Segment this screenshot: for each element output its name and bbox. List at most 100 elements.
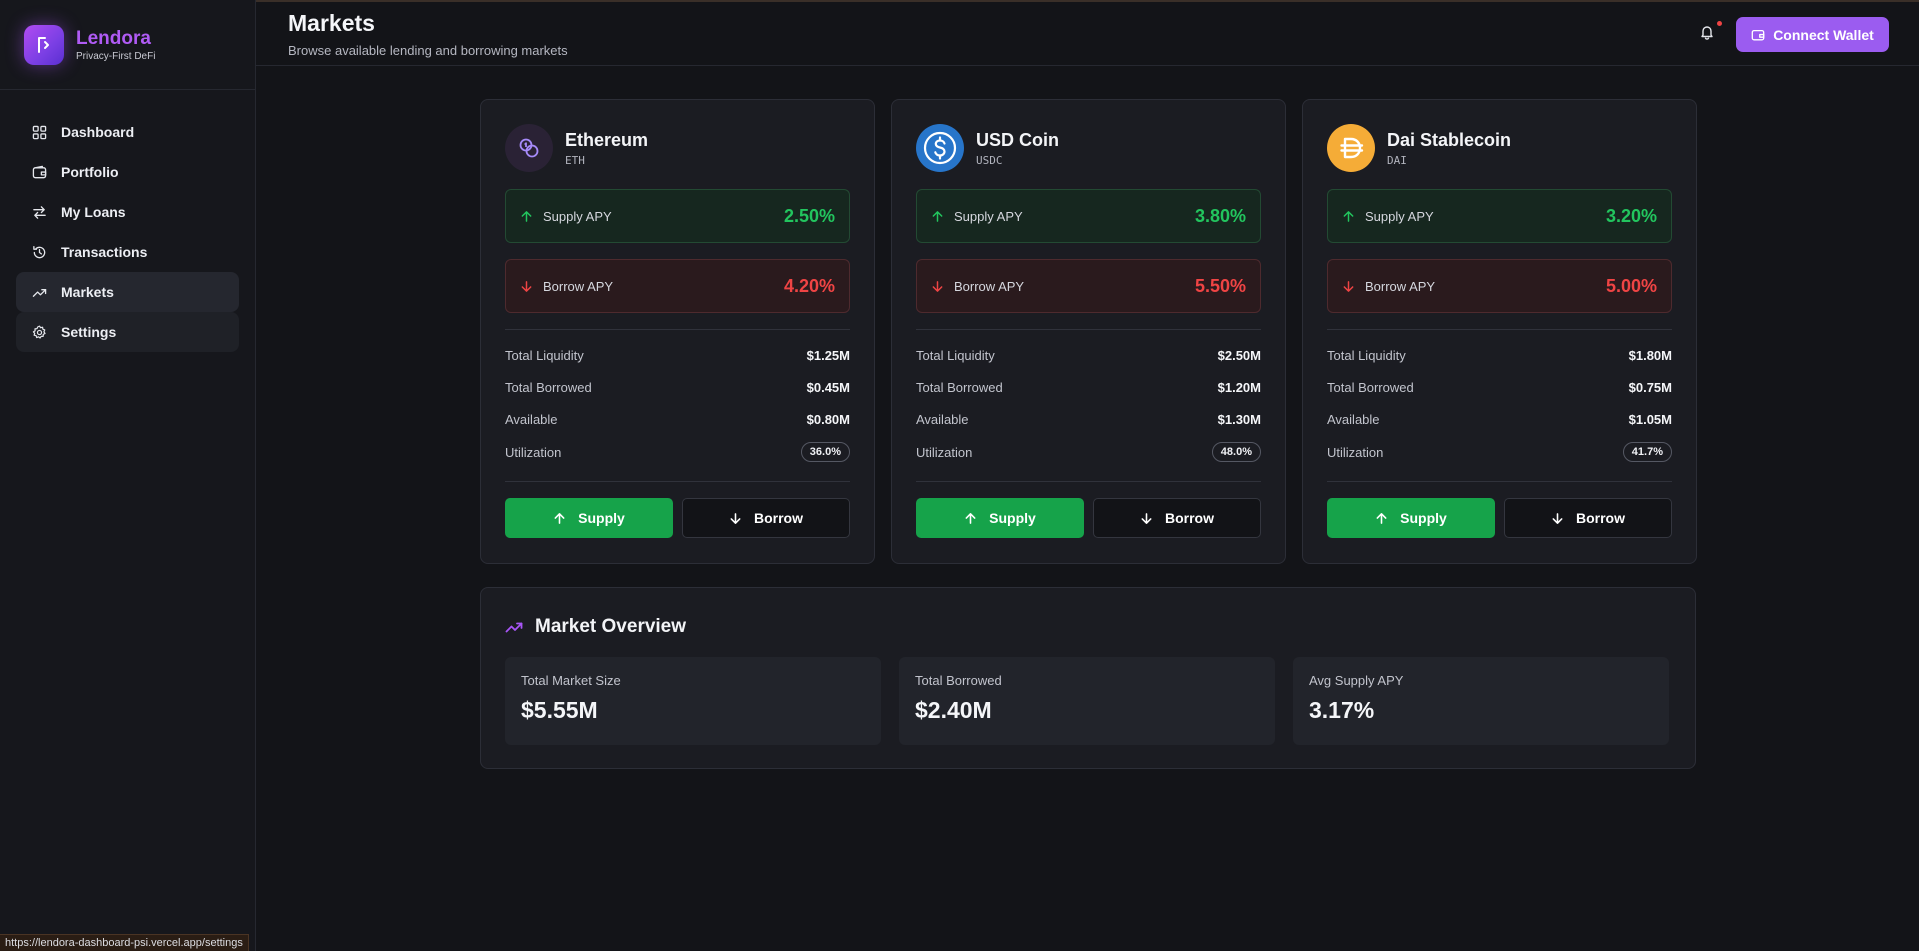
stat-label: Utilization	[916, 444, 973, 460]
sidebar-item-markets[interactable]: Markets	[16, 272, 239, 312]
stat-utilization: Utilization 41.7%	[1327, 442, 1672, 462]
borrow-button-label: Borrow	[1165, 510, 1214, 526]
wallet-icon	[32, 165, 47, 178]
sidebar-nav: Dashboard Portfolio My Loans Transaction…	[0, 90, 255, 352]
dai-icon	[1327, 124, 1375, 172]
stat-label: Utilization	[505, 444, 562, 460]
stat-available: Available $1.05M	[1327, 409, 1672, 429]
arrow-up-icon	[521, 210, 532, 222]
sidebar-item-my-loans[interactable]: My Loans	[16, 192, 239, 232]
stat-label: Available	[1327, 411, 1380, 427]
borrow-apy-value: 4.20%	[783, 275, 835, 296]
sidebar: Lendora Privacy-First DeFi Dashboard Por…	[0, 0, 256, 951]
window-top-edge	[0, 0, 1919, 2]
overview-stat-avg-supply-apy: Avg Supply APY 3.17%	[1293, 657, 1669, 745]
borrow-button-label: Borrow	[1576, 510, 1625, 526]
divider	[505, 329, 850, 330]
stat-utilization: Utilization 36.0%	[505, 442, 850, 462]
stat-label: Total Borrowed	[1327, 379, 1414, 395]
stat-value: $2.50M	[1217, 347, 1261, 363]
supply-button-label: Supply	[989, 510, 1036, 526]
page-header: Markets Browse available lending and bor…	[256, 0, 1919, 66]
overview-stat-value: $5.55M	[521, 697, 598, 723]
borrow-apy-value: 5.00%	[1605, 275, 1657, 296]
eth-coins-icon	[505, 124, 553, 172]
supply-button-label: Supply	[1400, 510, 1447, 526]
trending-up-icon	[505, 622, 523, 633]
borrow-button[interactable]: Borrow	[1504, 498, 1672, 538]
utilization-badge: 41.7%	[1622, 442, 1672, 462]
bell-icon[interactable]	[1699, 24, 1715, 40]
borrow-apy-label: Borrow APY	[954, 278, 1025, 294]
utilization-badge: 48.0%	[1211, 442, 1261, 462]
connect-wallet-label: Connect Wallet	[1773, 26, 1874, 43]
sidebar-item-dashboard[interactable]: Dashboard	[16, 112, 239, 152]
sidebar-item-portfolio[interactable]: Portfolio	[16, 152, 239, 192]
stat-value: $1.05M	[1628, 411, 1672, 427]
sidebar-item-label: My Loans	[61, 204, 126, 220]
divider	[916, 481, 1261, 482]
gear-icon	[32, 325, 46, 339]
supply-button-label: Supply	[578, 510, 625, 526]
supply-apy-value: 3.80%	[1194, 205, 1246, 226]
stat-total-liquidity: Total Liquidity $1.25M	[505, 345, 850, 365]
arrow-up-icon	[554, 512, 565, 524]
stat-value: $0.80M	[806, 411, 850, 427]
stat-value: $0.45M	[806, 379, 850, 395]
page-subtitle: Browse available lending and borrowing m…	[288, 43, 568, 58]
stat-value: $1.30M	[1217, 411, 1261, 427]
sidebar-item-label: Portfolio	[61, 164, 119, 180]
sidebar-item-label: Transactions	[61, 244, 148, 260]
sidebar-item-label: Settings	[61, 324, 117, 340]
stat-value: $1.20M	[1217, 379, 1261, 395]
status-bar-url: https://lendora-dashboard-psi.vercel.app…	[0, 934, 249, 951]
arrow-down-icon	[521, 280, 532, 292]
supply-button[interactable]: Supply	[916, 498, 1084, 538]
arrow-up-icon	[1343, 210, 1354, 222]
arrow-down-icon	[1552, 512, 1563, 524]
stat-label: Total Borrowed	[916, 379, 1003, 395]
supply-button[interactable]: Supply	[505, 498, 673, 538]
wallet-icon	[1751, 29, 1765, 40]
arrows-exchange-icon	[33, 205, 46, 219]
sidebar-item-settings[interactable]: Settings	[16, 312, 239, 352]
stat-total-borrowed: Total Borrowed $1.20M	[916, 377, 1261, 397]
borrow-apy-value: 5.50%	[1194, 275, 1246, 296]
arrow-up-icon	[965, 512, 976, 524]
asset-symbol: DAI	[1387, 154, 1407, 167]
asset-name: Dai Stablecoin	[1387, 130, 1512, 150]
overview-stat-label: Avg Supply APY	[1309, 673, 1404, 688]
overview-stat-total-borrowed: Total Borrowed $2.40M	[899, 657, 1275, 745]
lendora-logo-icon	[24, 24, 64, 65]
asset-name: USD Coin	[976, 130, 1059, 150]
supply-apy-value: 2.50%	[783, 205, 835, 226]
brand[interactable]: Lendora Privacy-First DeFi	[0, 0, 255, 90]
overview-stat-market-size: Total Market Size $5.55M	[505, 657, 881, 745]
stat-value: $1.80M	[1628, 347, 1672, 363]
connect-wallet-button[interactable]: Connect Wallet	[1736, 17, 1889, 52]
stat-total-borrowed: Total Borrowed $0.75M	[1327, 377, 1672, 397]
supply-button[interactable]: Supply	[1327, 498, 1495, 538]
borrow-button[interactable]: Borrow	[1093, 498, 1261, 538]
arrow-down-icon	[1343, 280, 1354, 292]
stat-label: Total Borrowed	[505, 379, 592, 395]
borrow-apy-box: Borrow APY 4.20%	[505, 259, 850, 313]
overview-stat-value: 3.17%	[1309, 697, 1375, 723]
stat-label: Utilization	[1327, 444, 1384, 460]
stat-label: Available	[916, 411, 969, 427]
history-icon	[33, 245, 46, 258]
divider	[505, 481, 850, 482]
stat-total-borrowed: Total Borrowed $0.45M	[505, 377, 850, 397]
supply-apy-box: Supply APY 2.50%	[505, 189, 850, 243]
utilization-badge: 36.0%	[800, 442, 850, 462]
market-overview: Market Overview Total Market Size $5.55M…	[480, 587, 1696, 769]
borrow-button[interactable]: Borrow	[682, 498, 850, 538]
grid-icon	[32, 125, 47, 139]
stat-label: Total Liquidity	[916, 347, 995, 363]
stat-available: Available $0.80M	[505, 409, 850, 429]
supply-apy-box: Supply APY 3.80%	[916, 189, 1261, 243]
sidebar-item-transactions[interactable]: Transactions	[16, 232, 239, 272]
stat-label: Total Liquidity	[1327, 347, 1406, 363]
arrow-up-icon	[932, 210, 943, 222]
stat-value: $1.25M	[806, 347, 850, 363]
